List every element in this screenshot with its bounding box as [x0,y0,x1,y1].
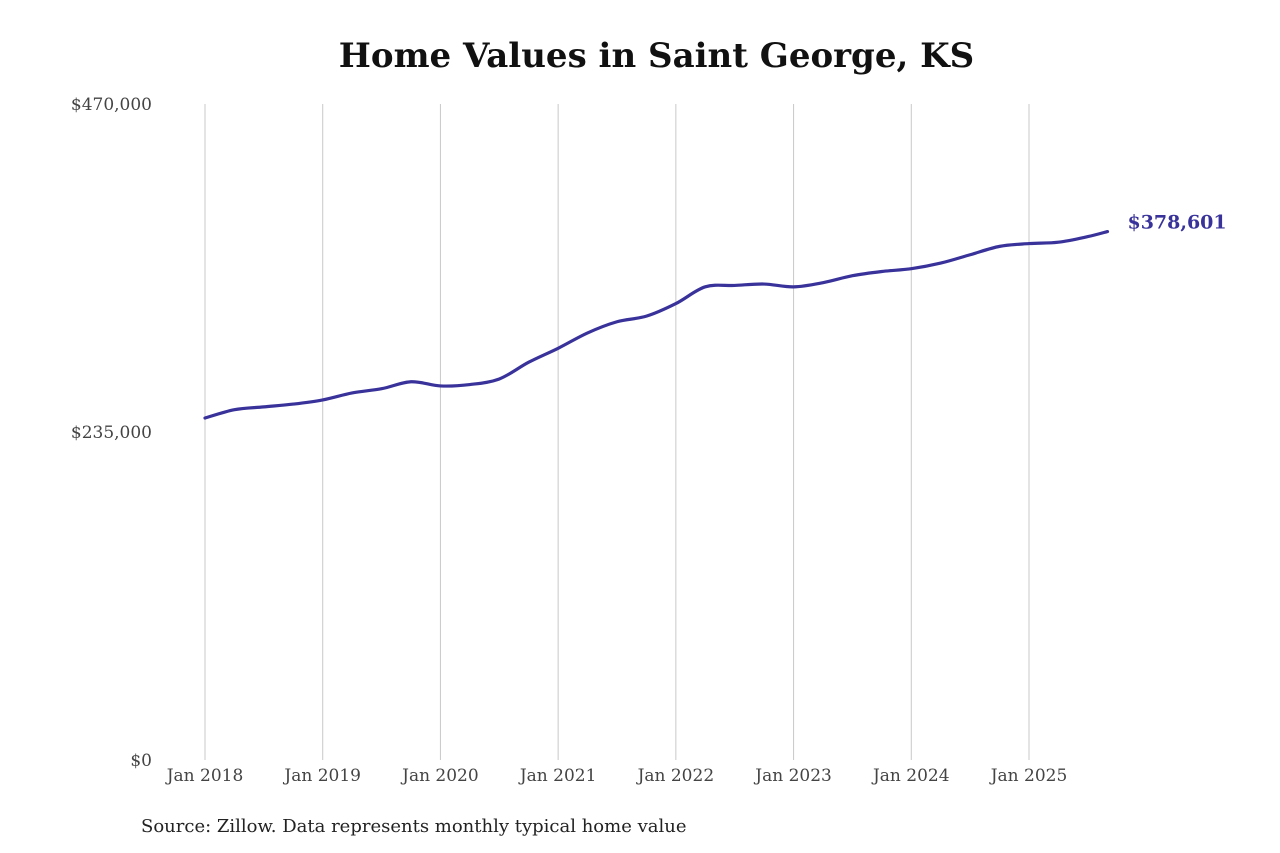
source-note: Source: Zillow. Data represents monthly … [141,816,687,837]
series-line-0 [203,229,1110,420]
x-tick-label: Jan 2020 [400,766,479,786]
series-layer [203,229,1110,420]
x-tick-label: Jan 2019 [282,766,361,786]
end-value-label: $378,601 [1127,212,1226,234]
x-tick-label: Jan 2021 [518,766,597,786]
gridlines [204,104,1030,760]
y-tick-label: $0 [130,751,152,771]
x-tick-label: Jan 2024 [871,766,950,786]
y-tick-label: $470,000 [71,95,152,115]
x-axis-ticks: Jan 2018 Jan 2019 Jan 2020 Jan 2021 Jan 2022… [165,766,1068,786]
chart-title: Home Values in Saint George, KS [338,36,975,76]
y-tick-label: $235,000 [71,423,152,443]
end-label-layer: $378,601 [1127,212,1226,234]
x-tick-label: Jan 2018 [165,766,244,786]
x-tick-label: Jan 2023 [753,766,832,786]
y-axis-ticks: $0 $235,000 $470,000 [71,95,152,771]
x-tick-label: Jan 2025 [989,766,1068,786]
x-tick-label: Jan 2022 [636,766,715,786]
